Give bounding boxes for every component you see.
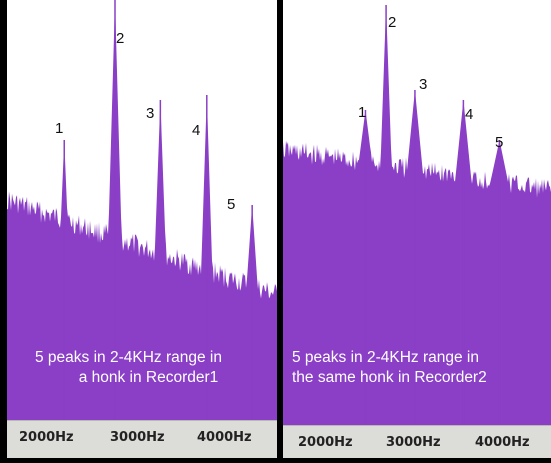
x-tick-label: 3000Hz [110,430,165,445]
spectrum-chart-recorder1 [7,0,277,420]
spectrum-area [283,7,551,425]
x-tick-label: 2000Hz [19,430,74,445]
peak-label-5: 5 [227,196,236,213]
peak-label-2: 2 [116,30,125,47]
peak-label-2: 2 [388,14,397,31]
peak-label-3: 3 [419,76,428,93]
caption-line-2: a honk in Recorder1 [78,369,219,386]
x-axis-bar-recorder1 [7,420,277,458]
caption-line-2: the same honk in Recorder2 [292,369,487,386]
peak-label-5: 5 [495,134,504,151]
x-tick-label: 3000Hz [386,435,441,450]
caption-line-1: 5 peaks in 2-4KHz range in [292,349,479,366]
panel-divider [277,0,283,463]
peak-label-1: 1 [358,104,367,121]
left-border [0,0,7,463]
caption-line-1: 5 peaks in 2-4KHz range in [35,349,222,366]
caption-recorder1: 5 peaks in 2-4KHz range in a honk in Rec… [35,348,222,388]
bottom-border [0,458,551,463]
peak-label-1: 1 [55,120,64,137]
spectrum-panel-recorder2: 2000Hz 3000Hz 4000Hz 1 2 3 4 5 5 peaks i… [283,0,551,458]
x-tick-label: 2000Hz [298,435,353,450]
peak-label-3: 3 [146,105,155,122]
peak-label-4: 4 [465,106,474,123]
caption-recorder2: 5 peaks in 2-4KHz range in the same honk… [292,348,487,388]
x-tick-label: 4000Hz [475,435,530,450]
spectrum-chart-recorder2 [283,5,551,425]
spectrum-area [7,0,277,420]
peak-label-4: 4 [192,122,201,139]
x-axis-bar-recorder2 [283,425,551,458]
spectrum-panel-recorder1: 2000Hz 3000Hz 4000Hz 1 2 3 4 5 5 peaks i… [7,0,277,458]
x-tick-label: 4000Hz [197,430,252,445]
